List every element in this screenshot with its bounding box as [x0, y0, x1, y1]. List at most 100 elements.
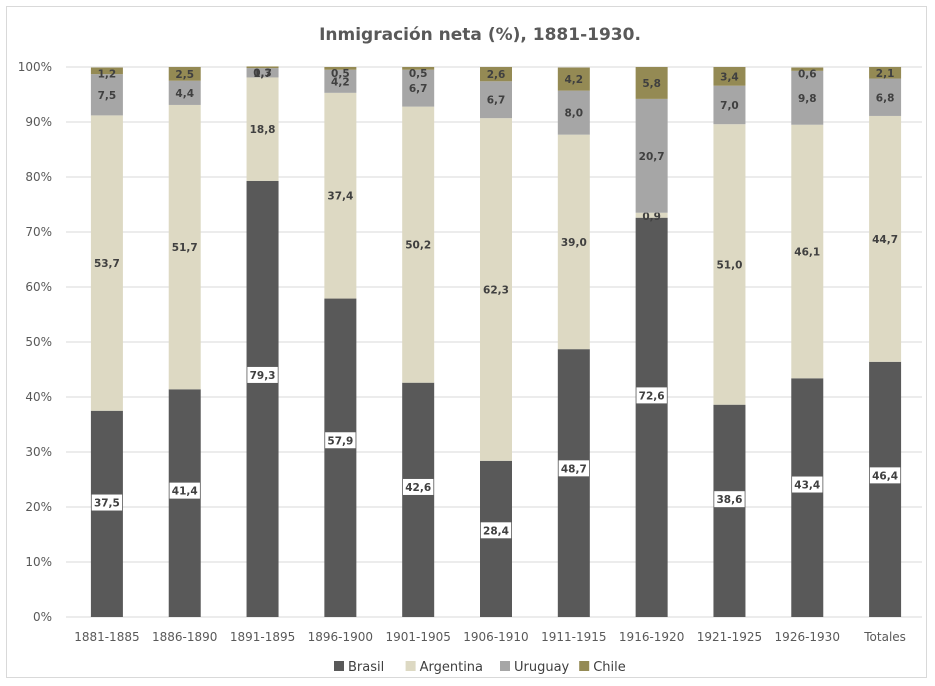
bars: 37,553,77,51,241,451,74,42,579,318,81,70… [90, 66, 902, 617]
data-label: 37,5 [94, 498, 120, 510]
x-axis: 1881-1885 1886-1890 1891-1895 1896-1900 1901… [74, 630, 906, 644]
bar-stack: 46,4 44,7 6,8 2,1 [869, 67, 902, 617]
bar-stack: 28,4 62,3 6,7 2,6 [480, 67, 512, 617]
chart-title: Inmigración neta (%), 1881-1930. [319, 25, 641, 45]
data-label-background [402, 478, 434, 495]
legend-swatch-brasil [334, 661, 344, 671]
data-label: 0,6 [798, 69, 817, 81]
bar-segment-chile [791, 67, 824, 71]
legend-label: Argentina [420, 660, 483, 675]
y-tick-label: 80% [25, 170, 52, 184]
y-tick-label: 10% [25, 555, 52, 569]
bar-stack: 57,9 37,4 4,20,5 [324, 67, 357, 617]
data-label-background [869, 467, 901, 484]
bar-stack: 42,6 50,2 6,7 0,5 [402, 67, 435, 617]
bar-segment-uruguay [557, 90, 590, 135]
bar-segment-brasil [869, 361, 902, 617]
bar-segment-uruguay [480, 81, 512, 119]
bar-segment-argentina [90, 115, 123, 411]
bar-segment-brasil [324, 298, 357, 617]
data-label: 72,6 [639, 390, 665, 402]
data-label: 51,0 [716, 259, 742, 271]
y-axis: 0% 10% 20% 30% 40% 50% 60% 70% 80% 90% 100% [18, 60, 52, 624]
bar-stack: 41,4 51,7 4,4 2,5 [168, 67, 201, 617]
bar-stack: 72,6 0,9 20,7 5,8 [635, 67, 668, 617]
bar-segment-chile [246, 66, 279, 69]
bar-segment-chile [557, 67, 590, 91]
data-label: 51,7 [172, 242, 198, 254]
bar-segment-uruguay [246, 68, 279, 78]
y-tick-label: 20% [25, 500, 52, 514]
data-label: 46,1 [794, 247, 820, 259]
legend-swatch-chile [579, 661, 590, 671]
y-tick-label: 90% [25, 115, 52, 129]
bar-segment-chile [324, 67, 357, 70]
x-tick-label: 1891-1895 [230, 630, 295, 644]
data-label: 2,6 [487, 69, 506, 81]
data-label: 50,2 [405, 240, 431, 252]
y-tick-label: 0% [33, 610, 52, 624]
bar-stack: 37,5 53,7 7,5 1,2 [90, 67, 123, 617]
data-label: 4,2 [565, 74, 584, 86]
legend: Brasil Argentina Uruguay Chile [334, 660, 626, 675]
bar-segment-argentina [402, 106, 435, 383]
x-tick-label: 1916-1920 [619, 630, 684, 644]
data-label: 7,5 [98, 90, 117, 102]
bar-stack: 48,7 39,0 8,0 4,2 [557, 67, 590, 617]
bar-segment-uruguay [635, 98, 668, 213]
bar-segment-chile [402, 67, 435, 70]
bar-segment-chile [90, 67, 123, 75]
x-tick-label: 1911-1915 [541, 630, 606, 644]
x-tick-label: 1906-1910 [463, 630, 528, 644]
legend-swatch-argentina [405, 661, 416, 671]
bar-segment-chile [713, 67, 746, 86]
x-tick-label: Totales [863, 630, 906, 644]
bar-segment-argentina [324, 92, 357, 299]
data-label: 5,8 [642, 78, 661, 90]
y-tick-label: 100% [18, 60, 52, 74]
data-label: 0,5 [409, 68, 428, 80]
data-label: 6,8 [876, 92, 895, 104]
data-label: 48,7 [561, 463, 587, 475]
data-label: 0,3 [253, 67, 272, 79]
bar-segment-argentina [791, 124, 824, 379]
bar-segment-uruguay [324, 69, 357, 93]
data-label: 0,9 [642, 211, 661, 223]
data-label: 37,4 [327, 191, 353, 203]
bar-segment-uruguay [90, 74, 123, 116]
data-label-background [480, 522, 512, 539]
data-label: 28,4 [483, 525, 509, 537]
data-label: 4,2 [331, 76, 350, 88]
bar-segment-argentina [480, 118, 512, 461]
y-tick-label: 70% [25, 225, 52, 239]
data-label: 62,3 [483, 284, 509, 296]
data-label: 6,7 [487, 95, 506, 107]
x-tick-label: 1881-1885 [74, 630, 139, 644]
x-tick-label: 1886-1890 [152, 630, 217, 644]
bar-segment-argentina [869, 115, 902, 362]
bar-segment-argentina [713, 124, 746, 405]
legend-label: Chile [593, 660, 626, 675]
x-tick-label: 1896-1900 [308, 630, 373, 644]
bar-segment-uruguay [713, 85, 746, 125]
bar-segment-chile [168, 67, 201, 81]
data-label: 8,0 [565, 108, 584, 120]
y-tick-label: 50% [25, 335, 52, 349]
x-tick-label: 1926-1930 [775, 630, 840, 644]
data-label: 79,3 [250, 370, 276, 382]
data-label: 39,0 [561, 237, 587, 249]
bar-segment-brasil [90, 410, 123, 617]
data-label: 0,5 [331, 68, 350, 80]
y-tick-label: 30% [25, 445, 52, 459]
bar-segment-uruguay [402, 69, 435, 107]
data-label-background [325, 432, 356, 449]
bar-segment-brasil [402, 382, 435, 617]
bar-segment-uruguay [168, 80, 201, 105]
x-tick-label: 1901-1905 [385, 630, 450, 644]
data-label: 41,4 [172, 486, 198, 498]
bar-segment-chile [869, 67, 902, 79]
data-label-background [714, 491, 745, 508]
data-label: 2,5 [175, 69, 194, 81]
data-label-background [636, 387, 667, 404]
data-label: 53,7 [94, 258, 120, 270]
